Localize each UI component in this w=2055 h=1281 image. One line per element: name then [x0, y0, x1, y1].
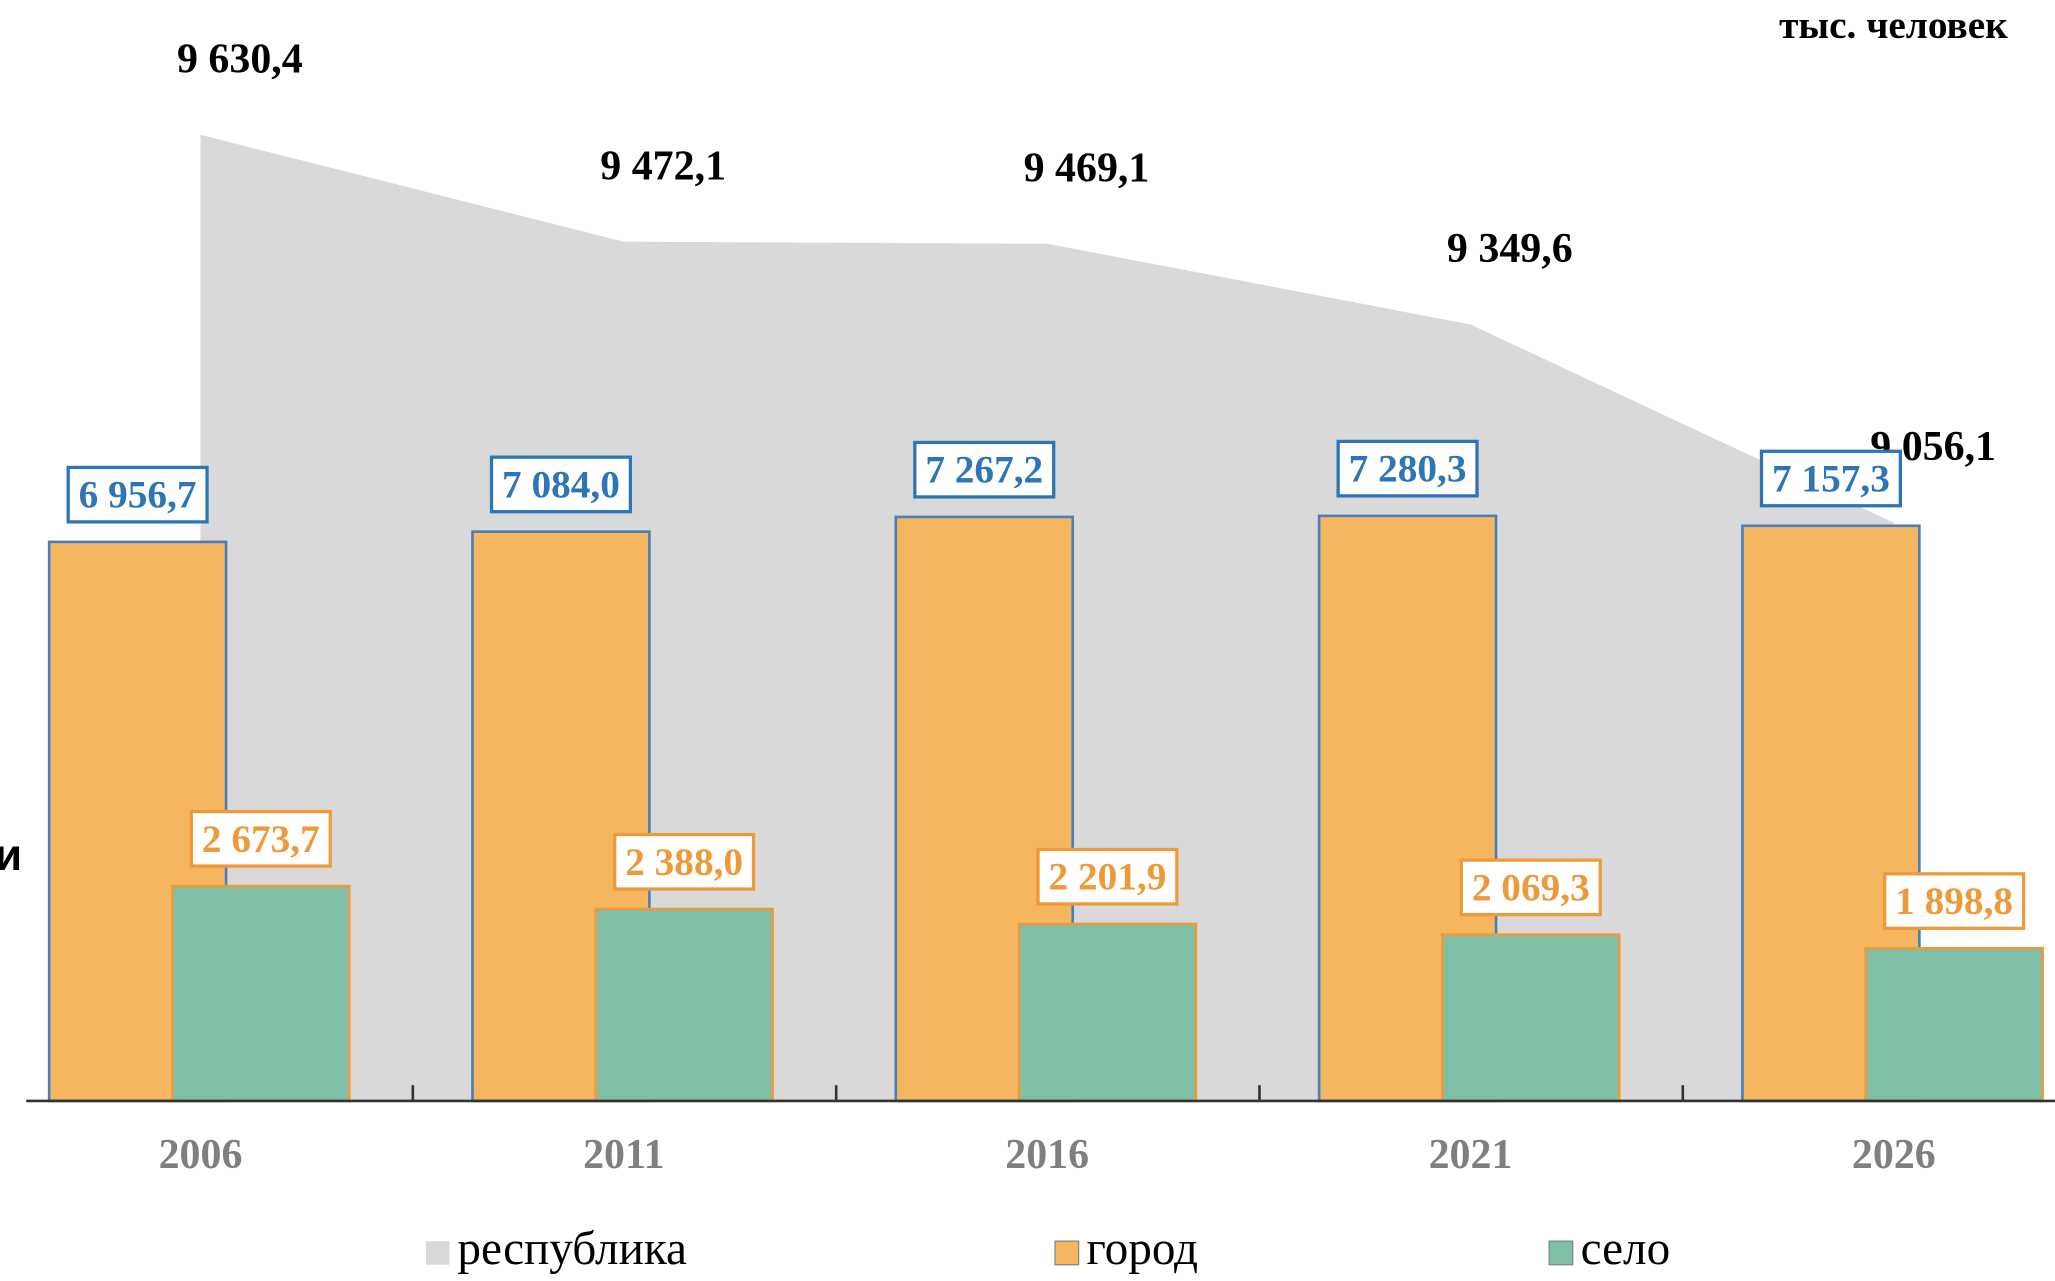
data-label: 2 673,7 — [202, 817, 320, 861]
data-label: 2 201,9 — [1049, 855, 1167, 899]
legend-swatch — [1054, 1240, 1080, 1266]
data-label: 7 084,0 — [502, 462, 620, 506]
data-label: 7 157,3 — [1772, 457, 1890, 501]
data-label-box — [613, 832, 756, 891]
data-label: 7 280,3 — [1349, 447, 1467, 491]
legend-label: село — [1581, 1223, 1671, 1275]
legend-label: город — [1086, 1223, 1198, 1275]
legend-label: республика — [457, 1223, 687, 1275]
x-tick-label: 2016 — [1005, 1132, 1089, 1178]
data-label-box — [1759, 449, 1902, 508]
data-label: 1 898,8 — [1895, 879, 2013, 923]
data-label: 2 388,0 — [625, 840, 743, 884]
bar — [1441, 933, 1621, 1103]
x-tick-label: 2026 — [1852, 1132, 1936, 1178]
x-tick-label: 2006 — [159, 1132, 243, 1178]
data-label: 9 469,1 — [1024, 145, 1150, 191]
side-label: и — [0, 831, 22, 880]
data-label-box — [489, 455, 633, 514]
bar — [1017, 922, 1198, 1103]
data-label: 2 069,3 — [1472, 865, 1590, 909]
x-tick-label: 2011 — [583, 1132, 665, 1178]
data-label-box — [913, 440, 1056, 499]
data-label-box — [1459, 858, 1602, 917]
legend-swatch — [425, 1241, 450, 1265]
data-label: 9 349,6 — [1447, 226, 1573, 272]
data-label-box — [1883, 872, 2026, 930]
bar — [594, 907, 774, 1103]
data-label: 7 267,2 — [925, 448, 1043, 492]
plot: тыс. человек и 9 630,4 9 472,1 9 469,1 9 34… — [0, 3, 2055, 1275]
data-label: 9 630,4 — [177, 36, 303, 82]
data-label-box — [66, 465, 209, 524]
x-tick-label: 2021 — [1429, 1132, 1513, 1178]
data-label: 6 956,7 — [79, 473, 197, 517]
data-label-box — [1036, 847, 1179, 906]
data-label: 9 472,1 — [600, 143, 726, 189]
legend-swatch — [1548, 1240, 1574, 1266]
bar — [171, 884, 351, 1103]
unit-label: тыс. человек — [1779, 3, 2008, 47]
bar — [1864, 947, 2044, 1103]
data-label-box — [1336, 439, 1479, 498]
data-label-box — [189, 809, 332, 868]
